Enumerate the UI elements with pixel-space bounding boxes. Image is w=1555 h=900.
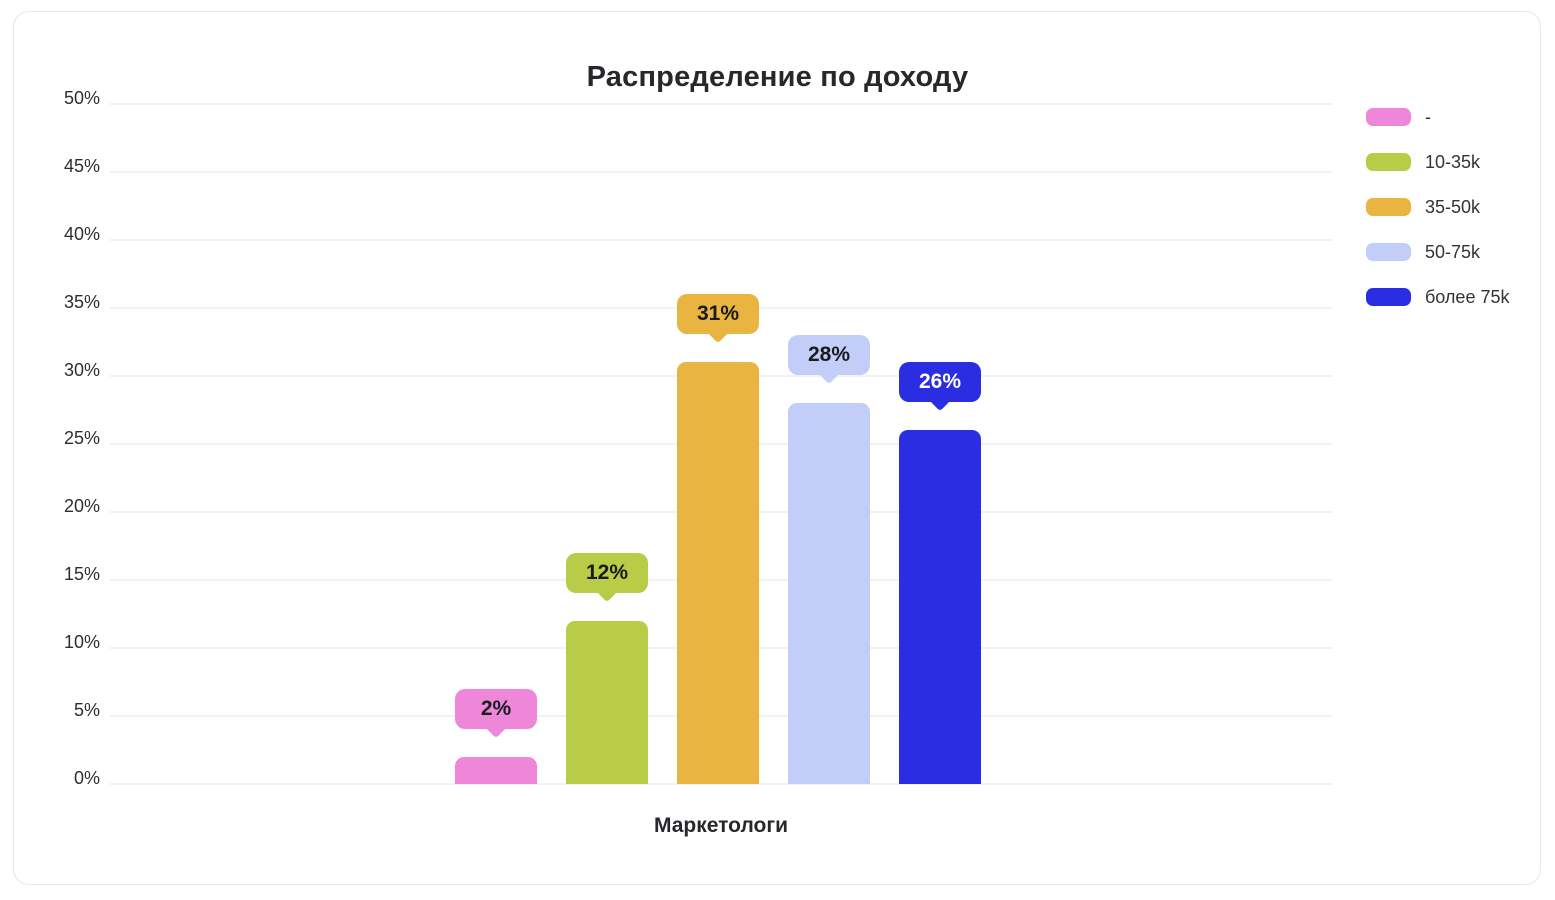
legend-label: 50-75k xyxy=(1425,242,1481,262)
legend-swatch-icon xyxy=(1366,108,1411,126)
legend-item[interactable]: 50-75k xyxy=(1366,242,1481,262)
legend-swatch-icon xyxy=(1366,243,1411,261)
y-tick-label: 15% xyxy=(63,564,100,584)
bar-value-label: 28% xyxy=(807,343,851,367)
y-tick-label: 50% xyxy=(63,88,100,108)
legend-label: - xyxy=(1425,107,1431,127)
bar-value-label: 26% xyxy=(918,370,962,394)
legend-label: 35-50k xyxy=(1425,197,1481,217)
legend-label: 10-35k xyxy=(1425,152,1481,172)
bar-value-tooltip: 28% xyxy=(788,335,870,385)
y-tick-label: 30% xyxy=(63,360,100,380)
legend-swatch-icon xyxy=(1366,153,1411,171)
y-tick-label: 20% xyxy=(63,496,100,516)
chart-title: Распределение по доходу xyxy=(586,61,969,94)
legend-item[interactable]: - xyxy=(1366,107,1431,127)
bar-value-tooltip: 2% xyxy=(455,688,537,738)
bar[interactable] xyxy=(566,620,648,784)
legend-label: более 75k xyxy=(1425,287,1510,307)
y-axis: 0% 5% 10% 15% 20% 25% 30% 35% 40% 45% 50% xyxy=(0,88,100,788)
y-tick-label: 5% xyxy=(73,700,100,720)
gridline xyxy=(110,783,1332,785)
bar[interactable] xyxy=(788,403,870,784)
bar[interactable] xyxy=(899,430,981,784)
bar-value-label: 2% xyxy=(480,696,512,720)
y-tick-label: 40% xyxy=(63,224,100,244)
legend-swatch-icon xyxy=(1366,198,1411,216)
bar-value-label: 12% xyxy=(585,560,629,584)
bar-value-label: 31% xyxy=(696,302,740,326)
gridline xyxy=(110,103,1332,105)
bar-value-tooltip: 12% xyxy=(566,552,648,602)
gridline xyxy=(110,171,1332,173)
y-tick-label: 25% xyxy=(63,428,100,448)
bar-value-tooltip: 26% xyxy=(899,362,981,412)
legend-item[interactable]: 10-35k xyxy=(1366,152,1481,172)
bar[interactable] xyxy=(455,756,537,784)
plot-area: 2% 12% 31% 28% 26% xyxy=(110,103,1332,785)
bar-value-tooltip: 31% xyxy=(677,294,759,344)
y-tick-label: 10% xyxy=(63,632,100,652)
y-tick-label: 0% xyxy=(73,768,100,788)
bar[interactable] xyxy=(677,362,759,784)
legend-item[interactable]: 35-50k xyxy=(1366,197,1481,217)
x-axis-label: Маркетологи xyxy=(653,814,789,837)
legend-swatch-icon xyxy=(1366,288,1411,306)
y-tick-label: 35% xyxy=(63,292,100,312)
chart-card xyxy=(13,11,1541,885)
legend-item[interactable]: более 75k xyxy=(1366,287,1510,307)
y-tick-label: 45% xyxy=(63,156,100,176)
gridline xyxy=(110,239,1332,241)
